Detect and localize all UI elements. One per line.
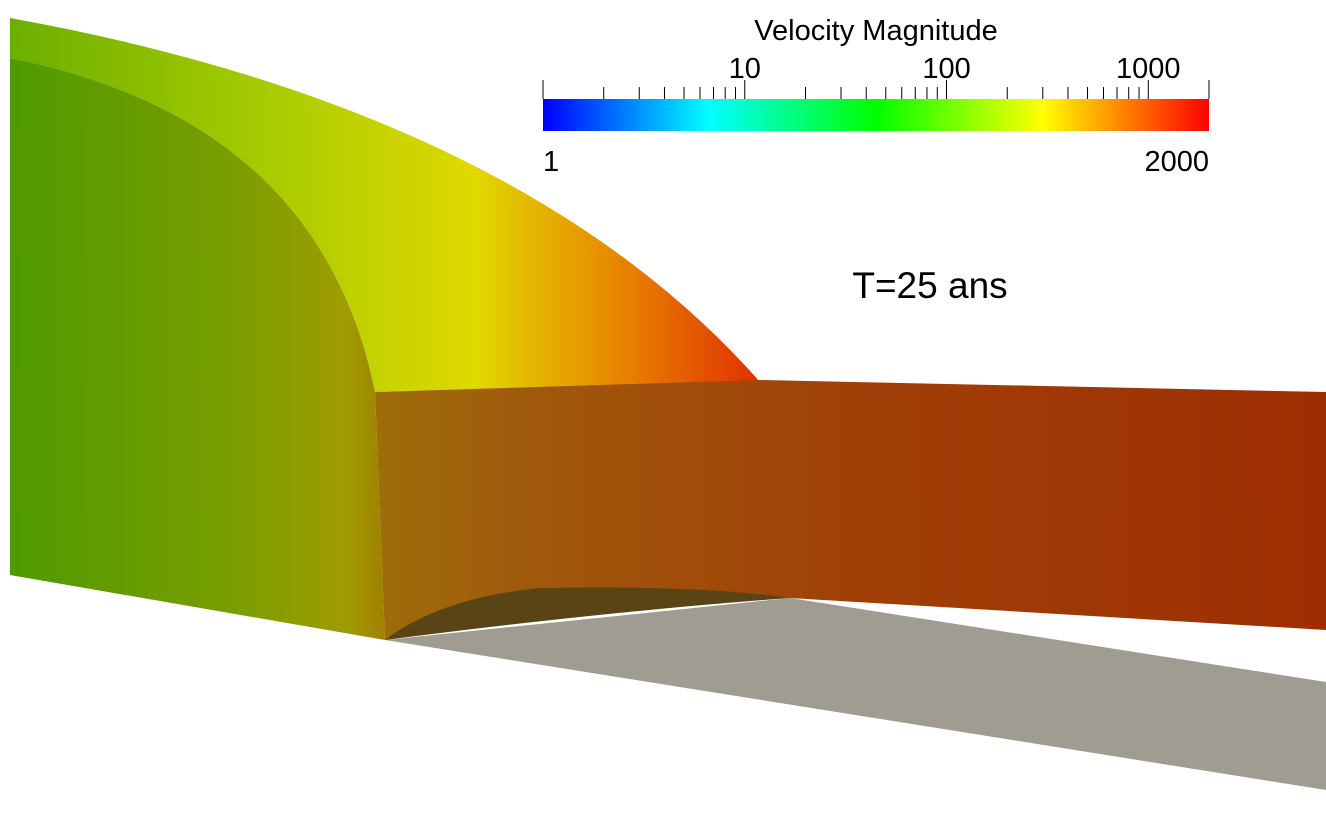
tick-label: 10 — [729, 53, 761, 85]
ground-plane — [385, 598, 1326, 790]
color-bar — [543, 99, 1209, 131]
range-label: 1 — [543, 146, 559, 178]
color-legend: Velocity Magnitude 10 100 1000 1 2000 — [543, 15, 1209, 178]
geometry — [10, 18, 1326, 790]
legend-title: Velocity Magnitude — [754, 15, 997, 47]
tick-label: 1000 — [1116, 53, 1181, 85]
range-label: 2000 — [1144, 146, 1209, 178]
time-annotation: T=25 ans — [852, 265, 1007, 306]
render-view: Velocity Magnitude 10 100 1000 1 2000 T=25 a… — [0, 0, 1326, 817]
tick-label: 100 — [922, 53, 970, 85]
